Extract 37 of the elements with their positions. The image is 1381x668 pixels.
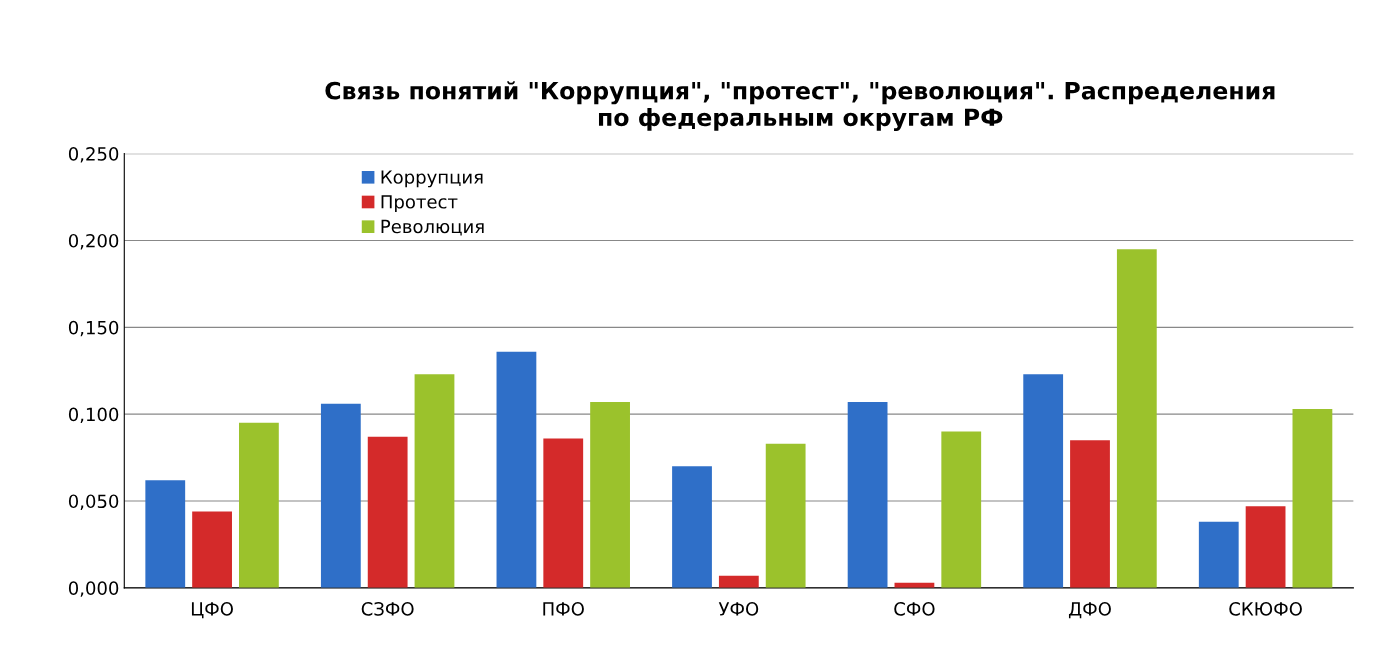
bar xyxy=(590,402,630,588)
y-tick-label: 0,150 xyxy=(68,320,119,337)
y-tick-label: 0,100 xyxy=(68,407,119,424)
x-tick-label: СКЮФО xyxy=(1229,602,1302,616)
chart-title: Связь понятий "Коррупция", "протест", "революция". Распределения по федеральным округам РФ xyxy=(325,81,1275,131)
bar xyxy=(1023,374,1064,588)
y-tick-label: 0,050 xyxy=(68,494,119,510)
bar xyxy=(1070,440,1110,588)
bar xyxy=(145,480,186,588)
y-tick-label: 0,000 xyxy=(68,581,119,597)
legend-label: Коррупция xyxy=(381,170,483,188)
bar xyxy=(1292,408,1333,588)
legend-label: Протест xyxy=(381,195,458,213)
x-tick-label: ЦФО xyxy=(191,602,233,619)
y-tick-label: 0,250 xyxy=(68,147,119,163)
bar xyxy=(239,422,279,588)
x-tick-label: ДФО xyxy=(1068,602,1111,619)
bar xyxy=(1116,249,1157,588)
bar xyxy=(367,436,408,588)
x-tick-label: СЗФО xyxy=(361,602,414,616)
legend-label: Революция xyxy=(381,219,484,236)
y-tick-label: 0,200 xyxy=(68,233,119,250)
bar xyxy=(672,466,712,588)
bar xyxy=(941,431,982,588)
bar xyxy=(1198,521,1239,588)
bar xyxy=(192,511,232,588)
bar xyxy=(320,403,361,588)
bar xyxy=(765,443,806,588)
bar xyxy=(496,351,537,588)
bar xyxy=(1245,506,1286,588)
x-tick-label: СФО xyxy=(894,602,935,616)
bar xyxy=(718,575,759,588)
x-tick-label: ПФО xyxy=(543,602,584,616)
bar xyxy=(847,402,888,588)
bar xyxy=(543,438,584,588)
x-tick-label: УФО xyxy=(718,602,759,616)
bar xyxy=(414,374,455,588)
